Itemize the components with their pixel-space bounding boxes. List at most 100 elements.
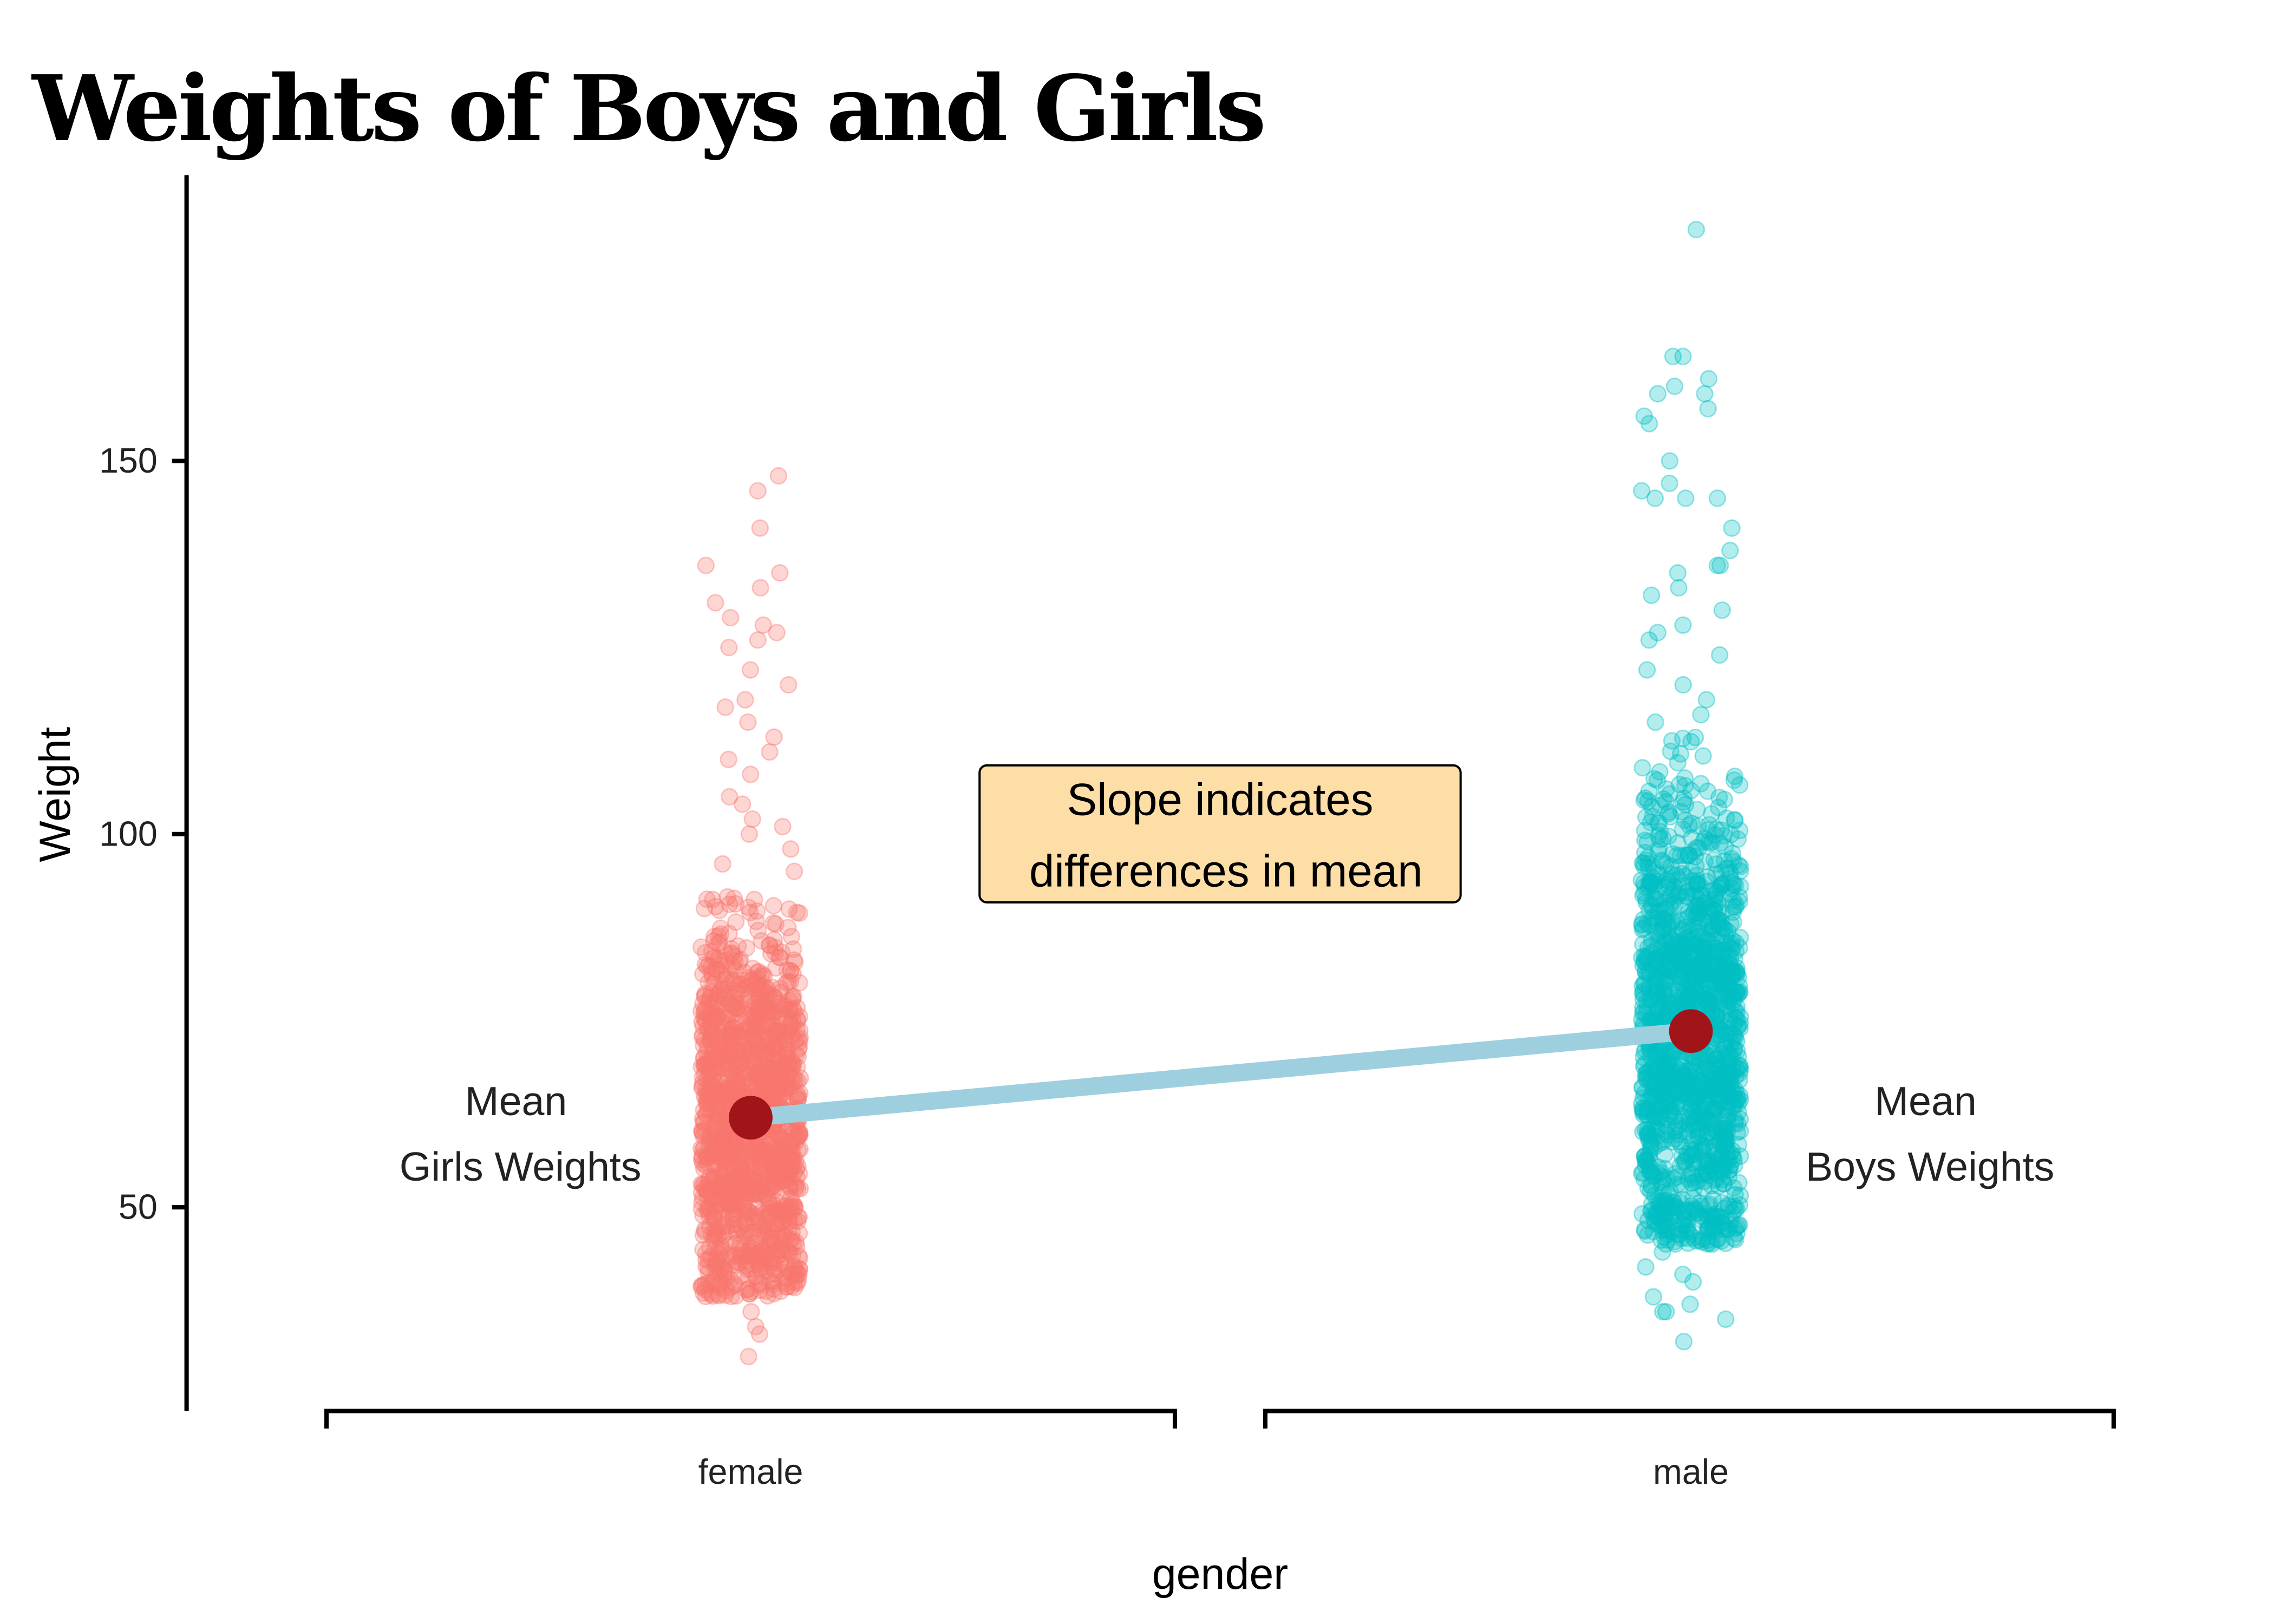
data-point-female xyxy=(773,1186,790,1204)
data-point-female xyxy=(708,960,726,979)
data-point-male xyxy=(1644,1288,1663,1306)
data-point-female xyxy=(781,1164,799,1182)
data-point-female xyxy=(744,1206,762,1223)
data-point-male xyxy=(1648,1058,1667,1076)
data-point-female xyxy=(728,999,746,1017)
data-point-female xyxy=(768,1202,786,1220)
data-point-female xyxy=(777,1079,795,1097)
data-point-female xyxy=(788,1058,806,1076)
data-point-female xyxy=(765,1150,783,1168)
data-point-female xyxy=(773,1000,792,1018)
data-point-female xyxy=(756,1068,774,1086)
data-point-female xyxy=(737,1154,755,1171)
data-point-male xyxy=(1690,876,1708,894)
data-point-female xyxy=(764,1077,782,1095)
data-point-female xyxy=(713,1187,731,1204)
data-point-female xyxy=(769,1221,787,1239)
data-point-female xyxy=(718,1193,736,1212)
data-point-female xyxy=(709,1264,727,1282)
data-point-female xyxy=(747,1268,766,1286)
data-point-female xyxy=(709,1136,728,1154)
data-point-female xyxy=(779,1147,798,1164)
data-point-female xyxy=(776,1196,794,1214)
data-point-female xyxy=(743,971,761,989)
data-point-female xyxy=(713,1012,730,1031)
data-point-female xyxy=(743,810,761,828)
data-point-female xyxy=(751,1059,769,1077)
data-point-female xyxy=(771,1204,789,1222)
data-point-female xyxy=(708,1030,726,1048)
data-point-female xyxy=(736,1225,755,1243)
data-point-female xyxy=(720,1195,738,1214)
data-point-female xyxy=(774,1203,793,1221)
data-point-female xyxy=(757,1282,775,1300)
data-point-male xyxy=(1676,769,1694,787)
data-point-female xyxy=(692,1200,710,1218)
data-point-female xyxy=(767,1242,785,1260)
data-point-female xyxy=(724,1177,742,1195)
data-point-female xyxy=(716,1186,735,1204)
data-point-female xyxy=(703,1070,721,1088)
data-point-female xyxy=(777,1269,795,1287)
data-point-female xyxy=(712,1237,730,1255)
data-point-female xyxy=(757,1237,775,1256)
data-point-female xyxy=(787,1178,805,1196)
data-point-female xyxy=(747,1250,765,1269)
data-point-male xyxy=(1681,1295,1699,1313)
data-point-female xyxy=(709,1277,727,1295)
y-tick-label: 100 xyxy=(99,814,158,853)
data-point-female xyxy=(764,1010,782,1027)
data-point-female xyxy=(753,977,770,995)
data-point-female xyxy=(710,1274,729,1292)
data-point-female xyxy=(753,1136,770,1154)
data-point-female xyxy=(705,1058,724,1077)
data-point-female xyxy=(758,1076,776,1094)
data-point-female xyxy=(761,1253,779,1271)
x-axis-bracket-male xyxy=(1263,1409,2116,1429)
data-point-female xyxy=(783,988,802,1006)
data-point-female xyxy=(790,1208,808,1226)
data-point-female xyxy=(772,1240,790,1259)
data-point-female xyxy=(779,1042,797,1060)
data-point-female xyxy=(704,890,722,908)
data-point-female xyxy=(790,1224,808,1242)
data-point-female xyxy=(727,1246,744,1265)
data-point-female xyxy=(710,1239,728,1258)
data-point-female xyxy=(712,1117,730,1135)
data-point-female xyxy=(757,983,775,1001)
data-point-male xyxy=(1729,1095,1747,1112)
data-point-female xyxy=(754,1078,772,1096)
data-point-female xyxy=(762,1060,780,1078)
data-point-female xyxy=(757,1186,775,1204)
data-point-female xyxy=(727,1188,744,1206)
data-point-female xyxy=(722,1143,740,1161)
data-point-male xyxy=(1637,1258,1655,1276)
data-point-female xyxy=(735,1227,753,1246)
data-point-female xyxy=(749,921,767,940)
data-point-female xyxy=(760,936,779,954)
data-point-female xyxy=(722,996,740,1014)
data-point-female xyxy=(724,1018,742,1036)
data-point-female xyxy=(702,1015,720,1033)
data-point-female xyxy=(716,1080,734,1098)
data-point-male xyxy=(1675,1333,1693,1351)
data-point-female xyxy=(760,1138,777,1156)
data-point-female xyxy=(779,1023,797,1041)
data-point-female xyxy=(720,1144,737,1162)
data-point-female xyxy=(783,1142,801,1160)
data-point-female xyxy=(702,1051,720,1069)
data-point-female xyxy=(726,1053,743,1071)
data-point-female xyxy=(737,1203,755,1221)
data-point-female xyxy=(737,1252,755,1271)
data-point-female xyxy=(723,1037,741,1055)
data-point-female xyxy=(756,1043,775,1062)
data-point-female xyxy=(693,1148,711,1166)
data-point-female xyxy=(782,840,800,858)
data-point-male xyxy=(1643,586,1661,604)
data-point-female xyxy=(717,1179,735,1197)
data-point-female xyxy=(730,1048,748,1066)
data-point-female xyxy=(756,1204,774,1222)
data-point-female xyxy=(762,1178,780,1196)
data-point-female xyxy=(731,1029,749,1047)
mean-point-female xyxy=(729,1096,773,1140)
